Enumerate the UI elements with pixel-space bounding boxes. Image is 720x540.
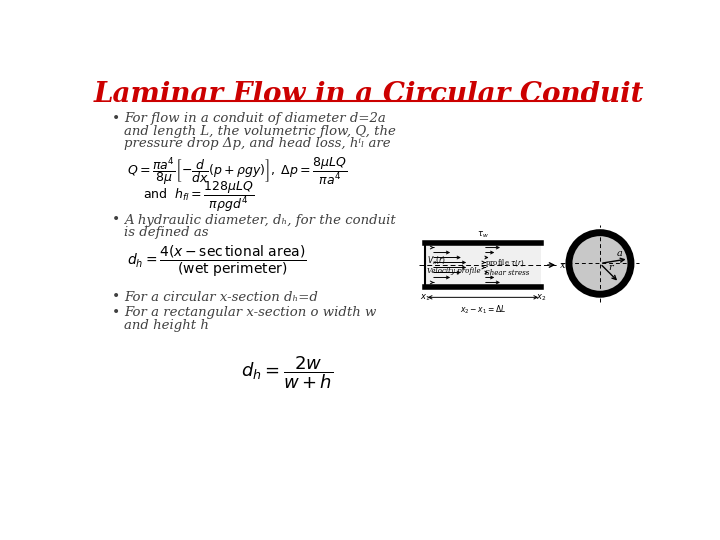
Text: Velocity profile: Velocity profile (427, 267, 481, 275)
Text: $\mathrm{and}\ \ h_{fl} = \dfrac{128\mu LQ}{\pi \rho g d^4}$: $\mathrm{and}\ \ h_{fl} = \dfrac{128\mu … (143, 180, 254, 214)
Text: •: • (112, 213, 120, 227)
Text: profile $\tau(r)$: profile $\tau(r)$ (485, 256, 525, 269)
Text: $x_2 - x_1 = \Delta L$: $x_2 - x_1 = \Delta L$ (460, 303, 506, 316)
Text: A hydraulic diameter, dₕ, for the conduit: A hydraulic diameter, dₕ, for the condui… (124, 214, 396, 227)
Text: pressure drop Δp, and head loss, hⁱₗ are: pressure drop Δp, and head loss, hⁱₗ are (124, 137, 391, 150)
Text: $x_2$: $x_2$ (536, 293, 546, 303)
Text: •: • (112, 112, 120, 126)
Text: $Q = \dfrac{\pi a^4}{8\mu}\left[-\dfrac{d}{dx}(p+\rho g y)\right],\ \Delta p = \: $Q = \dfrac{\pi a^4}{8\mu}\left[-\dfrac{… (127, 155, 348, 187)
Text: Laminar Flow in a Circular Conduit: Laminar Flow in a Circular Conduit (94, 80, 644, 107)
Text: For a circular x-section dₕ=d: For a circular x-section dₕ=d (124, 291, 318, 304)
Text: For a rectangular x-section o width w: For a rectangular x-section o width w (124, 306, 377, 319)
Bar (425, 244, 541, 287)
Text: $x_1$: $x_1$ (420, 293, 430, 303)
Text: a: a (617, 249, 623, 258)
Text: is defined as: is defined as (124, 226, 209, 239)
Text: x: x (559, 260, 565, 269)
Text: $V_x(r)$: $V_x(r)$ (427, 255, 446, 267)
Text: r: r (608, 263, 613, 272)
Text: $d_h = \dfrac{2w}{w+h}$: $d_h = \dfrac{2w}{w+h}$ (241, 354, 333, 391)
Text: and height h: and height h (124, 319, 209, 332)
Text: $d_h = \dfrac{4\left(x-\mathrm{sec\,tional\ area}\right)}{\left(\mathrm{wet\ per: $d_h = \dfrac{4\left(x-\mathrm{sec\,tion… (127, 244, 307, 279)
Text: and length L, the volumetric flow, Q, the: and length L, the volumetric flow, Q, th… (124, 125, 396, 138)
Text: •: • (112, 306, 120, 320)
Text: Shear stress: Shear stress (485, 269, 530, 276)
Text: $\tau_w$: $\tau_w$ (477, 229, 489, 240)
Text: •: • (112, 291, 120, 305)
Circle shape (569, 233, 631, 294)
Text: For flow in a conduit of diameter d=2a: For flow in a conduit of diameter d=2a (124, 112, 386, 125)
